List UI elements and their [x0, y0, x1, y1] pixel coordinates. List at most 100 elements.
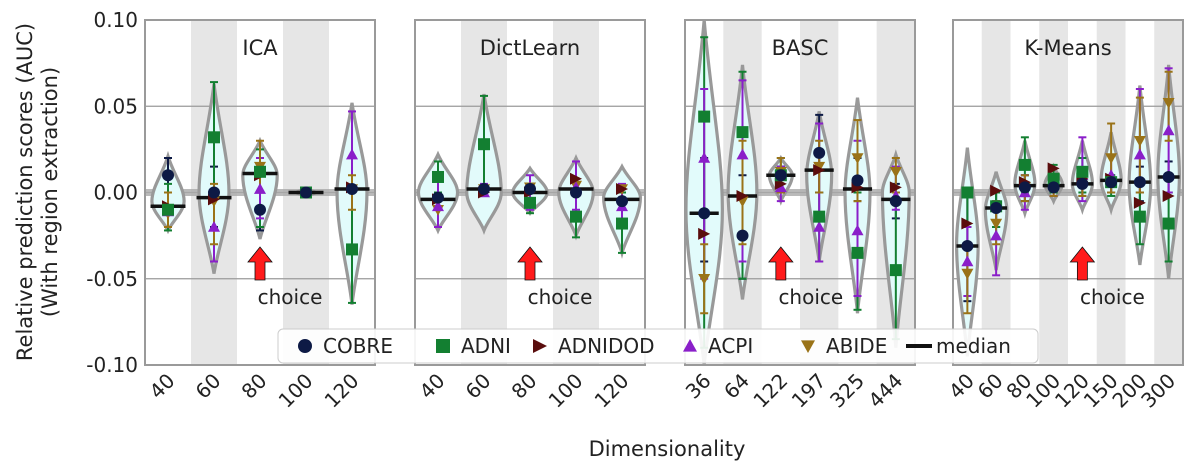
- marker-adni: ADNI 40: -0.01: [162, 203, 174, 216]
- marker-adni: ADNI 300: -0.018: [1162, 217, 1175, 230]
- marker-acpi: ACPI 197: -0.02: [813, 221, 826, 232]
- x-tick-label: 120: [320, 369, 364, 413]
- marker-cobre: COBRE 325: 0.007: [851, 174, 864, 187]
- x-tick-label: 80: [507, 369, 542, 404]
- marker-adni: ADNI 100: -0.014: [570, 210, 582, 223]
- marker-adni: ADNI 80: 0.012: [254, 165, 266, 178]
- marker-adni: ADNI 40: 0: [961, 186, 974, 199]
- marker-adnidod: ADNIDOD 60: 0.001: [990, 184, 1003, 197]
- marker-adni: ADNI 444: -0.045: [889, 264, 902, 277]
- y-tick-label: 0.10: [93, 8, 138, 32]
- x-tick-label: 60: [191, 369, 226, 404]
- choice-arrow: [1069, 246, 1096, 281]
- marker-cobre: COBRE 122: 0.01: [774, 169, 787, 182]
- marker-acpi: ACPI 120: 0.022: [346, 148, 358, 160]
- choice-label: choice: [258, 285, 323, 309]
- marker-cobre: COBRE 40: -0.031: [961, 239, 974, 252]
- marker-acpi: ACPI 64: 0.022: [736, 148, 749, 160]
- marker-adni: ADNI 100: 0.008: [1047, 172, 1060, 185]
- x-tick-label: 40: [415, 369, 450, 404]
- panel-frame: [414, 19, 646, 366]
- legend-marker-abide: [801, 340, 815, 353]
- y-axis-label-line1: Relative prediction scores (AUC): [13, 23, 37, 361]
- x-tick-label: 64: [719, 369, 754, 404]
- marker-adni: ADNI 120: 0.012: [1076, 165, 1089, 178]
- x-tick-label: 122: [748, 369, 792, 413]
- marker-adni: ADNI 40: 0.009: [432, 170, 444, 183]
- marker-adnidod: ADNIDOD 100: 0.014: [1047, 162, 1060, 175]
- x-axis-label: Dimensionality: [589, 437, 746, 461]
- choice-arrow: [768, 246, 794, 281]
- choice-arrow: [517, 246, 543, 281]
- marker-adni: ADNI 120: -0.018: [616, 217, 628, 230]
- marker-abide: ABIDE 300: 0.052: [1162, 98, 1175, 109]
- marker-acpi: ACPI 325: -0.022: [851, 224, 864, 236]
- legend-label-acpi: ACPI: [708, 334, 753, 358]
- marker-acpi: ACPI 40: -0.008: [432, 200, 444, 212]
- marker-cobre: COBRE 64: -0.025: [736, 229, 749, 242]
- x-tick-label: 444: [863, 369, 907, 413]
- marker-cobre: COBRE 40: 0.01: [162, 169, 174, 182]
- marker-adnidod: ADNIDOD 100: 0.008: [570, 172, 582, 185]
- marker-adni: ADNI 325: -0.035: [851, 246, 864, 259]
- marker-cobre: COBRE 100: 0.003: [1047, 181, 1060, 194]
- marker-abide: ABIDE 200: 0.03: [1133, 135, 1146, 147]
- marker-adnidod: ADNIDOD 444: 0.003: [889, 181, 902, 194]
- marker-cobre: COBRE 120: -0.005: [616, 195, 628, 208]
- choice-label: choice: [528, 285, 593, 309]
- marker-cobre: COBRE 150: 0.006: [1105, 176, 1118, 189]
- legend-box: [277, 328, 1039, 364]
- marker-cobre: COBRE 60: 0.002: [478, 183, 490, 196]
- marker-adnidod: ADNIDOD 64: -0.002: [736, 189, 749, 202]
- marker-adnidod: ADNIDOD 120: 0.002: [616, 183, 628, 196]
- legend: COBRE ADNI ADNIDOD ACPI ABIDE median: [277, 328, 1039, 364]
- marker-cobre: COBRE 444: -0.005: [889, 195, 902, 208]
- legend-marker-adnidod: [533, 339, 547, 353]
- marker-cobre: COBRE 80: 0.003: [1018, 181, 1031, 194]
- marker-cobre: COBRE 197: 0.023: [813, 146, 826, 159]
- marker-cobre: COBRE 100: 0: [570, 186, 582, 199]
- y-axis-label-line2: (With region extraction): [38, 67, 62, 317]
- panel-title: BASC: [772, 36, 829, 60]
- x-tick-label: 100: [274, 369, 318, 413]
- legend-label-median: median: [936, 334, 1011, 358]
- marker-adni: ADNI 36: 0.044: [698, 110, 711, 123]
- marker-adnidod: ADNIDOD 300: -0.002: [1162, 189, 1175, 202]
- panel-frame: [684, 19, 916, 366]
- marker-cobre: COBRE 200: 0.006: [1133, 176, 1146, 189]
- panel-title: ICA: [242, 36, 278, 60]
- panels-layer: ABIDE 40: -0.012ABIDE 60: -0.005ABIDE 80…: [144, 19, 1184, 413]
- panel-frame: [144, 19, 376, 366]
- marker-adni: ADNI 197: -0.014: [813, 210, 826, 223]
- marker-acpi: ACPI 200: 0.022: [1133, 148, 1146, 160]
- marker-acpi: ACPI 40: -0.04: [961, 255, 974, 267]
- legend-label-cobre: COBRE: [323, 334, 393, 358]
- marker-acpi: ACPI 80: 0.002: [254, 183, 266, 194]
- marker-cobre: COBRE 120: 0.005: [1076, 177, 1089, 190]
- marker-cobre: COBRE 60: 0: [208, 186, 220, 199]
- legend-marker-adni: [436, 339, 450, 353]
- x-tick-label: 60: [461, 369, 496, 404]
- marker-abide: ABIDE 325: 0.02: [851, 153, 864, 164]
- marker-cobre: COBRE 120: 0.002: [346, 183, 358, 196]
- choice-label: choice: [778, 285, 843, 309]
- panel-dictlearn: ABIDE 40: -0.01ABIDE 60: 0.002ABIDE 80: …: [414, 19, 646, 413]
- y-tick-label: 0.05: [93, 94, 138, 118]
- marker-adnidod: ADNIDOD 197: 0.013: [813, 164, 826, 177]
- panel-frame: [952, 19, 1184, 366]
- marker-cobre: COBRE 80: 0.002: [524, 183, 536, 196]
- marker-adni: ADNI 200: -0.014: [1133, 210, 1146, 223]
- marker-cobre: COBRE 80: -0.01: [254, 203, 266, 216]
- marker-adni: ADNI 80: -0.006: [524, 196, 536, 209]
- marker-adnidod: ADNIDOD 200: -0.006: [1133, 196, 1146, 209]
- marker-acpi: ACPI 300: 0.036: [1162, 124, 1175, 136]
- marker-adnidod: ADNIDOD 36: -0.024: [698, 227, 711, 240]
- panel-basc: ABIDE 36: -0.05ABIDE 64: -0.005ABIDE 122…: [681, 19, 916, 413]
- legend-marker-cobre: [298, 339, 312, 353]
- marker-adni: ADNI 80: 0.016: [1018, 158, 1031, 171]
- x-tick-label: 40: [145, 369, 180, 404]
- marker-adni: ADNI 120: -0.033: [346, 243, 358, 256]
- marker-cobre: COBRE 60: -0.009: [990, 202, 1003, 215]
- panel-kmeans: ABIDE 40: -0.047ABIDE 60: -0.018ABIDE 80…: [944, 19, 1184, 413]
